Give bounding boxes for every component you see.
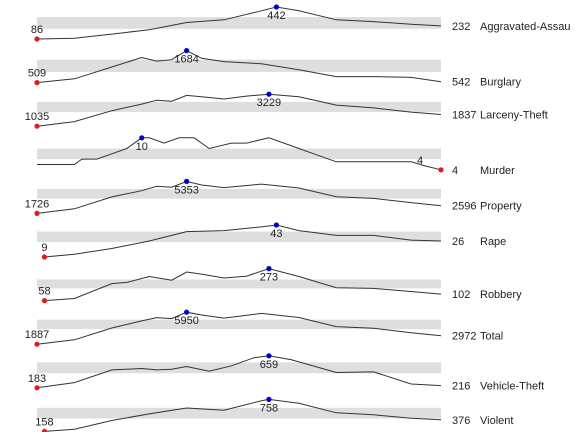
start-point [34,36,39,41]
panels: 86 442 232 Aggravated-Assau 509 1684 542 Burgla… [25,4,571,432]
end-value-label: 232 [452,21,470,33]
panel-rape: 9 43 26 Rape [37,222,506,259]
start-value-label: 183 [28,373,46,385]
max-point [274,222,279,227]
start-value-label: 1887 [25,329,49,341]
start-value-label: 1035 [25,111,49,123]
series-name-label: Robbery [480,289,522,301]
series-name-label: Burglary [480,77,521,89]
max-point [266,92,271,97]
start-value-label: 1726 [25,198,49,210]
start-value-label: 9 [41,242,47,254]
panel-larceny-theft: 1035 3229 1837 Larceny-Theft [25,92,548,129]
start-point [42,254,47,259]
panel-property: 1726 5353 2596 Property [25,179,522,216]
end-value-label: 26 [452,236,464,248]
iqr-band [37,60,441,72]
panel-vehicle-theft: 183 659 216 Vehicle-Theft [28,353,544,392]
iqr-band [37,408,441,419]
max-value-label: 5950 [174,315,198,327]
panel-violent: 158 758 376 Violent [35,397,513,432]
iqr-band [37,232,441,242]
max-point [266,353,271,358]
max-value-label: 43 [270,228,282,240]
iqr-band [37,102,441,112]
end-value-label: 4 [452,165,458,177]
max-value-label: 273 [260,272,278,284]
series-name-label: Aggravated-Assau [480,21,571,33]
max-point [184,179,189,184]
end-value-label: 2972 [452,331,476,343]
iqr-band [37,362,441,373]
series-name-label: Violent [480,415,513,427]
panel-robbery: 58 273 102 Robbery [37,266,522,303]
max-point [139,135,144,140]
start-point [34,385,39,390]
end-value-label: 216 [452,381,470,393]
series-name-label: Total [480,331,503,343]
start-value-label: 509 [28,68,46,80]
series-name-label: Vehicle-Theft [480,381,544,393]
max-value-label: 659 [260,359,278,371]
start-point [438,167,443,172]
series-name-label: Murder [480,165,515,177]
end-value-label: 542 [452,77,470,89]
max-value-label: 1684 [174,54,198,66]
iqr-band [37,189,441,199]
max-value-label: 3229 [257,97,281,109]
end-value-label: 376 [452,415,470,427]
iqr-band [37,17,441,29]
max-value-label: 5353 [174,184,198,196]
series-name-label: Property [480,201,522,213]
iqr-band [37,320,441,329]
panel-aggravated-assault: 86 442 232 Aggravated-Assau [31,4,571,41]
series-name-label: Rape [480,236,506,248]
panel-total: 1887 5950 2972 Total [25,310,503,347]
max-point [274,4,279,9]
start-point [34,80,39,85]
iqr-band [37,279,441,288]
panel-murder: 4 10 4 Murder [37,135,515,177]
iqr-band [37,148,441,159]
max-value-label: 758 [260,402,278,414]
end-value-label: 2596 [452,201,476,213]
start-value-label: 158 [35,416,53,428]
max-value-label: 10 [136,141,148,153]
start-value-label: 4 [417,155,423,167]
series-name-label: Larceny-Theft [480,110,548,122]
start-point [42,298,47,303]
start-point [34,211,39,216]
end-value-label: 1837 [452,110,476,122]
start-point [34,124,39,129]
start-point [34,342,39,347]
max-point [184,48,189,53]
start-value-label: 86 [31,24,43,36]
max-point [266,397,271,402]
panel-burglary: 509 1684 542 Burglary [28,48,522,89]
max-point [184,310,189,315]
max-value-label: 442 [267,10,285,22]
max-point [266,266,271,271]
start-value-label: 58 [38,286,50,298]
end-value-label: 102 [452,289,470,301]
